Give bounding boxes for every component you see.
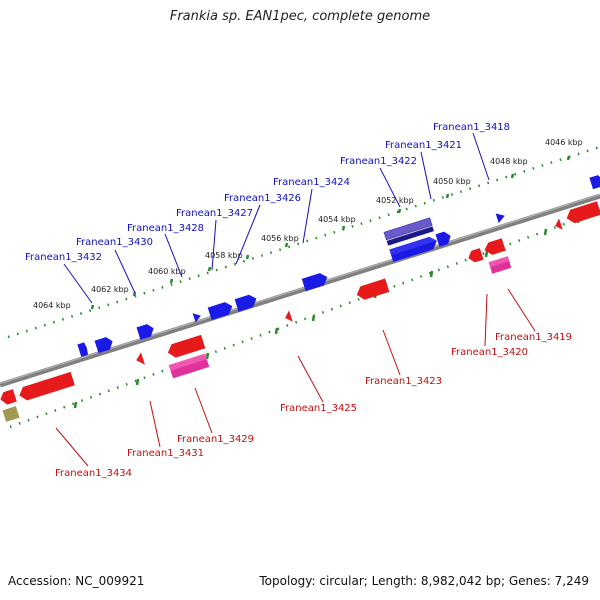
scale-label: 4048 kbp [490,157,528,166]
gene-label-franean1-3431[interactable]: Franean1_3431 [127,448,204,459]
topology-text: Topology: circular; Length: 8,982,042 bp… [259,574,589,588]
bottom-leader-lines [55,288,536,467]
gene-arrow-franean1-3420[interactable] [467,248,484,264]
gene-label-franean1-3425[interactable]: Franean1_3425 [280,403,357,414]
gene-arrow-forward[interactable] [435,230,453,247]
bottom-gene-labels: Franean1_3419 Franean1_3420 Franean1_342… [55,332,572,479]
scale-label: 4054 kbp [318,215,356,224]
scale-label: 4052 kbp [376,196,414,205]
gene-label-franean1-3418[interactable]: Franean1_3418 [433,122,510,133]
gene-label-franean1-3434[interactable]: Franean1_3434 [55,468,132,479]
gene-label-franean1-3424[interactable]: Franean1_3424 [273,177,350,188]
scale-label: 4060 kbp [148,267,186,276]
scale-label: 4050 kbp [433,177,471,186]
gene-arrow-franean1-3430[interactable] [136,323,156,340]
gene-label-franean1-3428[interactable]: Franean1_3428 [127,223,204,234]
top-leader-lines [63,132,490,304]
accession-text: Accession: NC_009921 [8,574,145,588]
gene-arrow-forward[interactable] [495,211,507,223]
gene-arrow-reverse[interactable] [565,201,600,225]
gene-arrow-reverse[interactable] [483,238,506,256]
gene-box-franean1-3419[interactable] [488,256,512,274]
gene-arrow-franean1-3432[interactable] [77,342,89,357]
gene-arrow-reverse[interactable] [166,334,206,360]
gene-arrow-franean1-3424[interactable] [301,271,330,292]
gene-label-franean1-3420[interactable]: Franean1_3420 [451,347,528,358]
gene-arrow-franean1-3428[interactable] [192,311,203,323]
gene-label-franean1-3423[interactable]: Franean1_3423 [365,376,442,387]
gene-box-olive[interactable] [2,406,20,422]
gene-label-franean1-3429[interactable]: Franean1_3429 [177,434,254,445]
reverse-strand-genes [0,201,600,422]
gene-box-franean1-3429[interactable] [168,353,210,379]
gene-arrow-franean1-3427[interactable] [207,300,235,320]
gene-label-franean1-3419[interactable]: Franean1_3419 [495,332,572,343]
gene-arrow-forward[interactable] [94,336,115,354]
gene-arrow-franean1-3431[interactable] [134,352,145,367]
scale-label: 4064 kbp [33,301,71,310]
gene-label-franean1-3422[interactable]: Franean1_3422 [340,156,417,167]
scale-label: 4056 kbp [261,234,299,243]
scale-label: 4046 kbp [545,138,583,147]
gene-arrow-franean1-3434[interactable] [17,371,75,402]
scale-label: 4062 kbp [91,285,129,294]
gene-arrow-franean1-3421[interactable] [389,235,439,262]
gene-label-franean1-3430[interactable]: Franean1_3430 [76,237,153,248]
gene-arrow-reverse[interactable] [553,218,563,231]
scale-label: 4058 kbp [205,251,243,260]
gene-arrow-franean1-3426[interactable] [234,293,259,312]
gene-arrow-forward[interactable] [589,174,600,190]
gene-box-franean1-3422[interactable] [383,217,434,246]
gene-label-franean1-3432[interactable]: Franean1_3432 [25,252,102,263]
scale-labels: 4046 kbp 4048 kbp 4050 kbp 4052 kbp 4054… [33,138,583,310]
genome-title: Frankia sp. EAN1pec, complete genome [169,9,431,24]
gene-arrow-reverse[interactable] [0,389,17,406]
gene-label-franean1-3421[interactable]: Franean1_3421 [385,140,462,151]
gene-arrow-franean1-3423[interactable] [355,278,390,301]
top-gene-labels: Franean1_3418 Franean1_3421 Franean1_342… [25,122,510,263]
forward-strand-genes [77,174,600,357]
gene-label-franean1-3426[interactable]: Franean1_3426 [224,193,301,204]
scale-ticks-top [90,155,571,310]
gene-arrow-franean1-3425[interactable] [283,310,293,323]
gene-label-franean1-3427[interactable]: Franean1_3427 [176,208,253,219]
